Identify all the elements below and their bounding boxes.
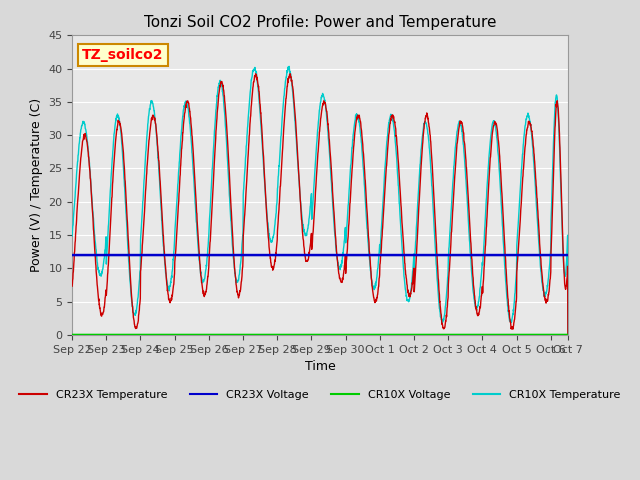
X-axis label: Time: Time [305, 360, 335, 373]
Legend: CR23X Temperature, CR23X Voltage, CR10X Voltage, CR10X Temperature: CR23X Temperature, CR23X Voltage, CR10X … [15, 385, 625, 404]
Text: TZ_soilco2: TZ_soilco2 [82, 48, 164, 62]
Y-axis label: Power (V) / Temperature (C): Power (V) / Temperature (C) [29, 98, 43, 272]
Title: Tonzi Soil CO2 Profile: Power and Temperature: Tonzi Soil CO2 Profile: Power and Temper… [144, 15, 496, 30]
